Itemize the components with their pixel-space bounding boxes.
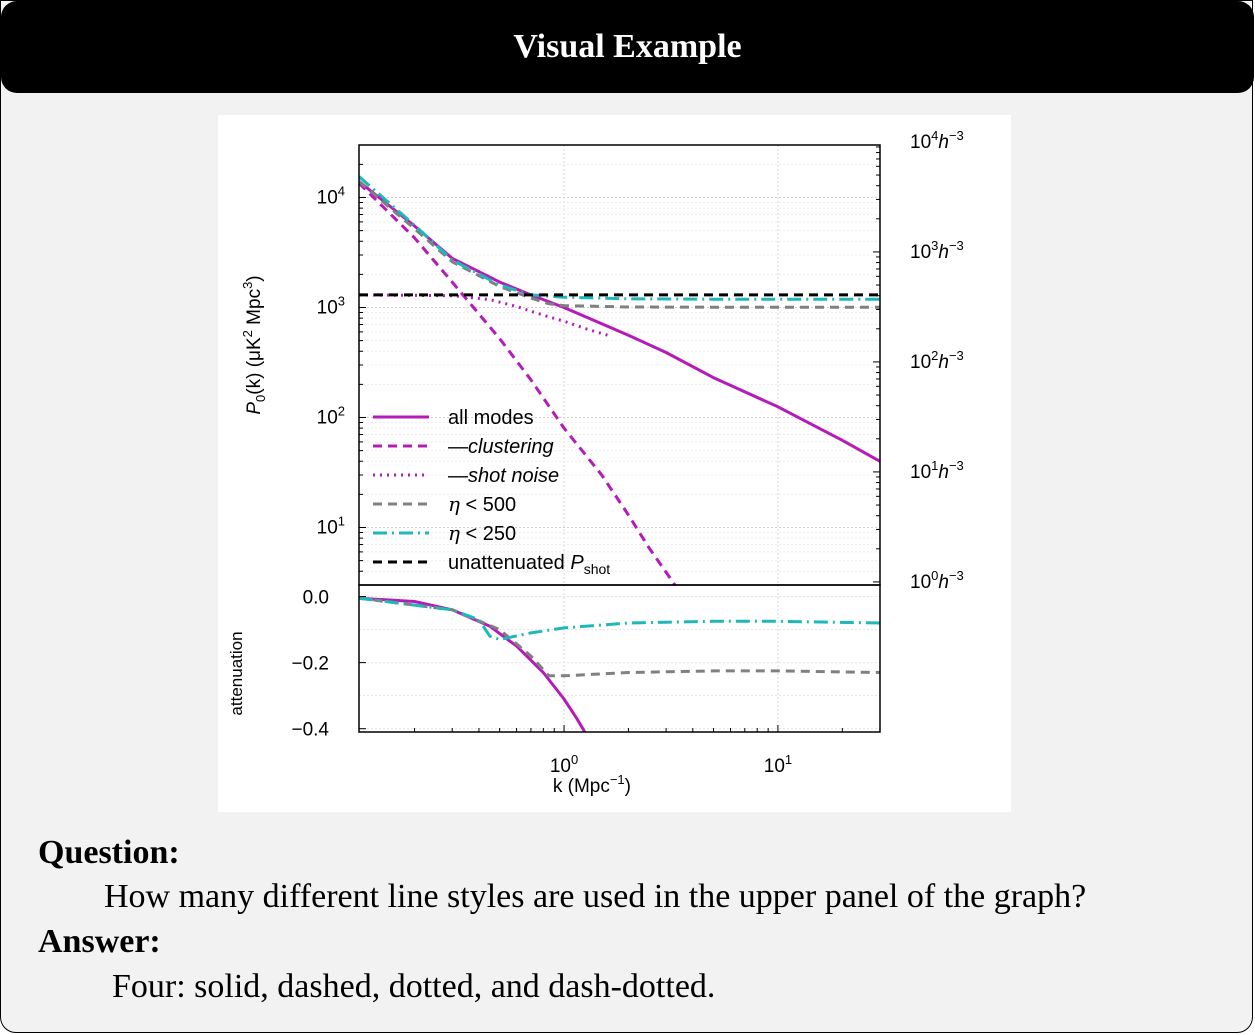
y-tick-label: 104 bbox=[317, 183, 345, 208]
answer-label: Answer: bbox=[38, 923, 161, 960]
chart-figure: 101 102 103 104 100h−3 101h−3 102h−3 103h−3 104h… bbox=[218, 115, 1011, 812]
upper-series-4 bbox=[359, 175, 880, 301]
right-y-tick-label: 100h−3 bbox=[910, 568, 964, 593]
y-tick-label: 103 bbox=[317, 293, 345, 318]
legend-label-5: unattenuated Pshot bbox=[448, 552, 610, 577]
chart-svg: 101 102 103 104 100h−3 101h−3 102h−3 103h−3 104h… bbox=[227, 128, 964, 797]
upper-series-1 bbox=[359, 182, 677, 585]
right-y-tick-label: 102h−3 bbox=[910, 348, 964, 373]
lower-series-1 bbox=[359, 596, 880, 678]
legend-label-4: η < 250 bbox=[448, 521, 516, 545]
upper-series-3 bbox=[359, 180, 880, 309]
legend-label-2: —shot noise bbox=[448, 465, 559, 487]
lower-series-2 bbox=[359, 596, 880, 641]
answer-text: Four: solid, dashed, dotted, and dash-do… bbox=[112, 968, 716, 1005]
lower-y-axis-label: attenuation bbox=[227, 631, 246, 715]
lower-y-tick-label: −0.4 bbox=[291, 720, 329, 741]
lower-series-0 bbox=[359, 596, 587, 732]
legend-label-0: all modes bbox=[448, 407, 534, 429]
legend-label-1: —clustering bbox=[448, 436, 554, 458]
header-bar: Visual Example bbox=[1, 1, 1254, 93]
right-y-tick-label: 104h−3 bbox=[910, 128, 964, 153]
x-axis-label: k (Mpc−1) bbox=[553, 772, 631, 797]
upper-series-2 bbox=[359, 293, 609, 337]
upper-series-0 bbox=[359, 180, 880, 463]
question-text: How many different line styles are used … bbox=[104, 878, 1087, 915]
x-tick-label: 101 bbox=[764, 752, 792, 777]
header-title: Visual Example bbox=[513, 28, 742, 65]
right-y-tick-label: 103h−3 bbox=[910, 238, 964, 263]
y-tick-label: 102 bbox=[317, 403, 345, 428]
x-tick-label: 100 bbox=[550, 752, 578, 777]
lower-y-tick-label: 0.0 bbox=[303, 588, 329, 609]
question-label: Question: bbox=[38, 834, 180, 871]
legend-label-3: η < 500 bbox=[448, 492, 516, 516]
lower-y-tick-label: −0.2 bbox=[291, 654, 329, 675]
y-tick-label: 101 bbox=[317, 513, 345, 538]
lower-panel-frame bbox=[358, 584, 881, 733]
right-y-tick-label: 101h−3 bbox=[910, 458, 964, 483]
y-axis-label: P0(k) (μK2 Mpc3) bbox=[240, 275, 268, 414]
